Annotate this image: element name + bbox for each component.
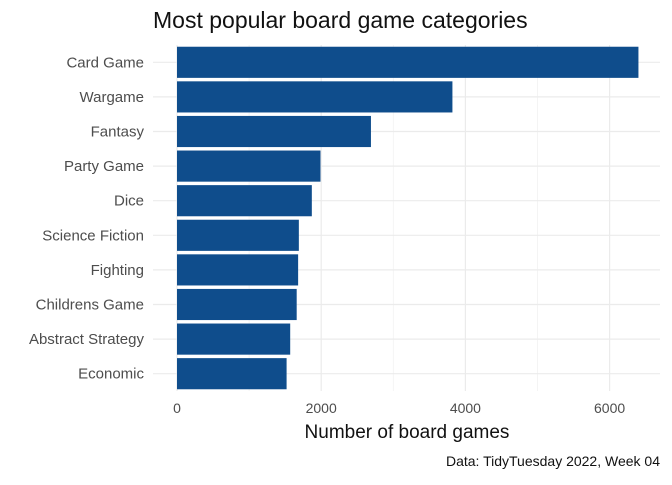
bars-layer xyxy=(177,46,639,390)
bar xyxy=(177,185,312,217)
y-tick-label: Dice xyxy=(114,193,144,210)
bar xyxy=(177,115,371,148)
y-tick-label: Fantasy xyxy=(91,124,145,141)
y-tick-label: Science Fiction xyxy=(42,227,144,244)
x-axis-title: Number of board games xyxy=(305,422,510,443)
bar xyxy=(177,81,453,113)
x-tick-label: 0 xyxy=(173,400,181,416)
chart-title: Most popular board game categories xyxy=(153,7,528,33)
bar xyxy=(177,254,299,286)
y-tick-label: Fighting xyxy=(91,262,144,279)
y-tick-label: Wargame xyxy=(80,89,144,106)
y-tick-label: Economic xyxy=(78,366,144,383)
x-axis-labels: 0 2000 4000 6000 xyxy=(173,400,625,416)
bar xyxy=(177,219,299,251)
y-tick-label: Card Game xyxy=(66,54,144,71)
bar xyxy=(177,358,287,390)
bar xyxy=(177,46,639,78)
x-tick-label: 6000 xyxy=(594,400,625,416)
y-tick-label: Party Game xyxy=(64,158,144,175)
x-tick-label: 4000 xyxy=(450,400,481,416)
bar xyxy=(177,323,291,355)
y-tick-label: Abstract Strategy xyxy=(29,331,145,348)
x-tick-label: 2000 xyxy=(306,400,337,416)
chart-caption: Data: TidyTuesday 2022, Week 04 xyxy=(446,453,660,469)
y-tick-label: Childrens Game xyxy=(36,297,144,314)
bar xyxy=(177,150,321,182)
bar xyxy=(177,288,297,321)
y-axis-labels: Card Game Wargame Fantasy Party Game Dice Sci… xyxy=(29,54,145,382)
